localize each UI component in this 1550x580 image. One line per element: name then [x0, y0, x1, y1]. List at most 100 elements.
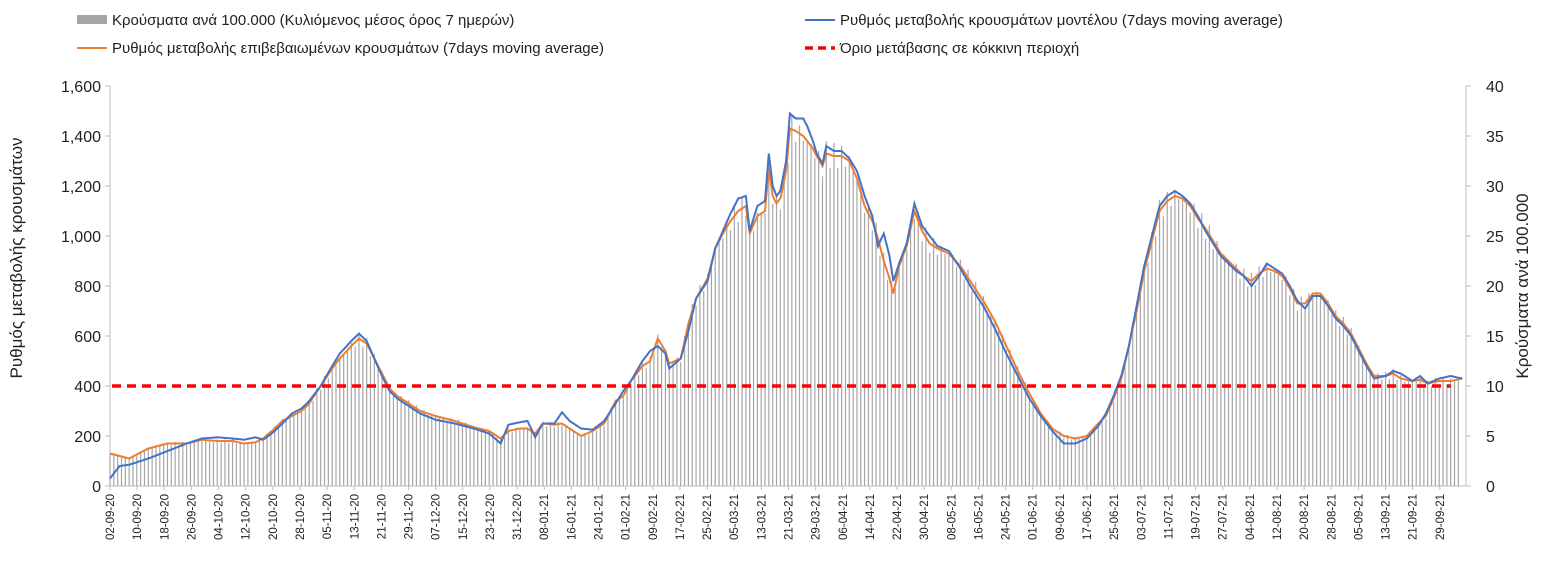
bar: [802, 140, 804, 486]
bar: [944, 253, 946, 486]
bar: [683, 335, 686, 486]
x-tick-label: 02-09-20: [105, 494, 117, 540]
y-right-tick-label: 10: [1486, 379, 1504, 396]
legend-label-threshold: Όριο μετάβασης σε κόκκινη περιοχή: [839, 40, 1079, 57]
bar: [1327, 300, 1329, 486]
x-tick-label: 21-11-20: [376, 494, 388, 539]
bar: [1166, 191, 1168, 486]
x-tick-label: 28-10-20: [295, 494, 307, 540]
bar: [1009, 349, 1011, 486]
bar: [1346, 334, 1348, 486]
y-left-tick-label: 400: [74, 379, 101, 396]
bar: [220, 442, 222, 486]
bar: [837, 168, 839, 486]
y-right-tick-label: 25: [1486, 229, 1504, 246]
bar: [136, 455, 138, 486]
x-tick-label: 16-05-21: [973, 494, 985, 540]
bar: [178, 445, 180, 486]
x-tick-label: 05-11-20: [322, 494, 334, 539]
x-tick-label: 16-01-21: [566, 494, 578, 540]
bar: [1204, 238, 1207, 486]
bar: [1178, 199, 1180, 486]
bar: [1174, 191, 1176, 486]
bar: [1384, 371, 1387, 486]
bar: [1316, 291, 1318, 486]
bar: [890, 280, 893, 486]
bar: [1162, 216, 1164, 486]
bar: [967, 269, 969, 486]
bar: [442, 416, 444, 486]
bar: [856, 180, 858, 486]
bar: [615, 399, 617, 486]
bar: [611, 410, 613, 486]
bar: [480, 428, 483, 486]
x-tick-label: 09-02-21: [648, 494, 660, 540]
bar: [362, 346, 364, 486]
bar: [622, 396, 624, 486]
bar: [706, 274, 709, 486]
bar: [182, 441, 184, 486]
bar: [825, 141, 827, 486]
y-axis-right-title: Κρούσματα ανά 100.000: [1513, 193, 1532, 378]
bar: [1082, 436, 1084, 486]
bar: [714, 248, 716, 486]
bar: [316, 388, 318, 486]
bar: [431, 413, 433, 486]
bar: [703, 290, 705, 486]
bar: [1220, 257, 1222, 486]
bar: [929, 252, 931, 486]
bar: [607, 413, 609, 486]
bar: [205, 440, 207, 486]
bar: [507, 428, 509, 486]
bar: [871, 230, 873, 486]
bar: [948, 253, 950, 486]
bar: [906, 249, 908, 486]
bar: [1442, 377, 1444, 486]
y-left-tick-label: 1,600: [61, 79, 101, 96]
bar: [1247, 286, 1249, 486]
x-tick-label: 14-04-21: [865, 494, 877, 540]
bar: [1132, 327, 1134, 486]
bar: [1128, 348, 1130, 486]
bar: [1400, 375, 1402, 486]
x-tick-label: 27-07-21: [1218, 494, 1230, 540]
bar: [783, 167, 785, 486]
bar: [1354, 345, 1356, 486]
bar: [1047, 424, 1050, 486]
bar: [565, 424, 567, 486]
bar: [500, 436, 502, 486]
bar: [1365, 363, 1368, 486]
model-series-line: [109, 111, 1463, 480]
bar: [791, 116, 793, 487]
bar: [1373, 377, 1375, 486]
bar: [1109, 404, 1111, 486]
bar: [151, 447, 153, 486]
bar: [580, 436, 582, 486]
bar: [1044, 417, 1046, 486]
bar: [358, 333, 360, 486]
bar: [519, 429, 521, 486]
y-right-tick-label: 15: [1486, 329, 1504, 346]
x-tick-label: 28-08-21: [1326, 494, 1338, 540]
x-tick-label: 24-05-21: [1001, 494, 1013, 540]
legend-swatch-bars: [77, 15, 107, 24]
bar: [454, 423, 456, 486]
bar: [457, 419, 460, 486]
y-right-tick-label: 35: [1486, 129, 1504, 146]
bar: [400, 396, 402, 486]
bar: [258, 439, 260, 486]
bar: [174, 441, 176, 486]
bar: [1135, 310, 1138, 486]
x-tick-label: 29-11-20: [404, 494, 416, 539]
bar: [469, 427, 471, 486]
bar: [722, 238, 724, 486]
bar: [1446, 384, 1448, 486]
bar: [450, 417, 452, 486]
bar: [557, 421, 559, 486]
bar: [1262, 276, 1264, 486]
bar: [913, 219, 916, 486]
bar: [320, 389, 322, 486]
bar: [595, 430, 598, 486]
bar: [1377, 373, 1379, 486]
